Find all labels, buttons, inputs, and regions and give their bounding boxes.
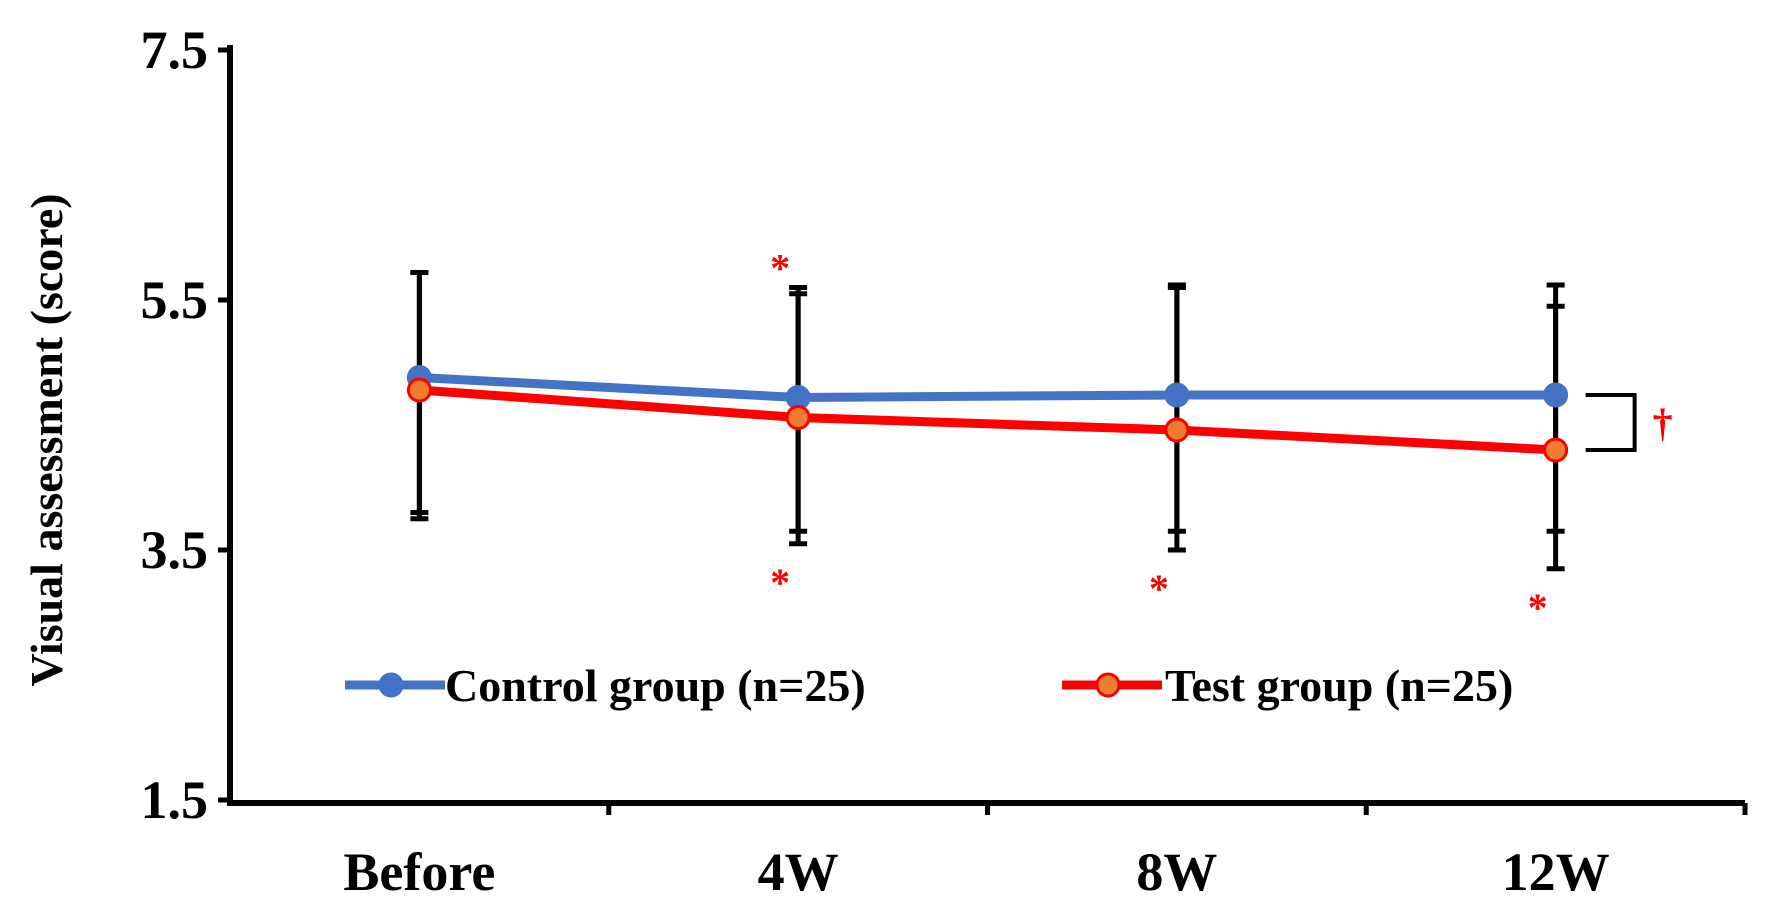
significance-annotations: * * * * † — [770, 246, 1673, 630]
legend-label: Test group (n=25) — [1165, 660, 1513, 711]
significance-mark: * — [1149, 566, 1169, 611]
series-line-1 — [419, 385, 1556, 455]
legend-label: Control group (n=25) — [445, 660, 866, 711]
data-point — [1543, 437, 1569, 463]
x-tick-label: Before — [343, 842, 495, 902]
legend: Control group (n=25) Test group (n=25) — [345, 660, 1513, 711]
data-point — [785, 405, 811, 430]
legend-swatch-marker — [378, 672, 404, 698]
y-axis-ticks: 1.5 3.5 5.5 7.5 — [141, 20, 230, 830]
x-tick-label: 8W — [1136, 842, 1217, 902]
significance-bracket — [1585, 393, 1637, 452]
x-tick-label: 4W — [758, 842, 839, 902]
legend-swatch-marker — [1095, 672, 1121, 698]
y-tick-label: 3.5 — [141, 520, 209, 580]
significance-mark: * — [1528, 585, 1548, 630]
series-lines — [406, 365, 1569, 463]
data-point — [406, 377, 432, 403]
x-axis-ticks: Before 4W 8W 12W — [343, 803, 1748, 902]
data-point — [1164, 382, 1190, 408]
data-point — [1543, 382, 1569, 408]
y-tick-label: 1.5 — [141, 770, 209, 830]
y-axis-title: Visual assessment (score) — [21, 193, 72, 686]
series-line-0 — [419, 373, 1556, 402]
data-point — [1164, 417, 1190, 443]
x-tick-label: 12W — [1502, 842, 1610, 902]
y-tick-label: 5.5 — [141, 270, 209, 330]
significance-mark: * — [770, 560, 790, 605]
significance-mark: * — [770, 246, 790, 291]
significance-mark: † — [1653, 401, 1673, 446]
y-tick-label: 7.5 — [141, 20, 209, 80]
